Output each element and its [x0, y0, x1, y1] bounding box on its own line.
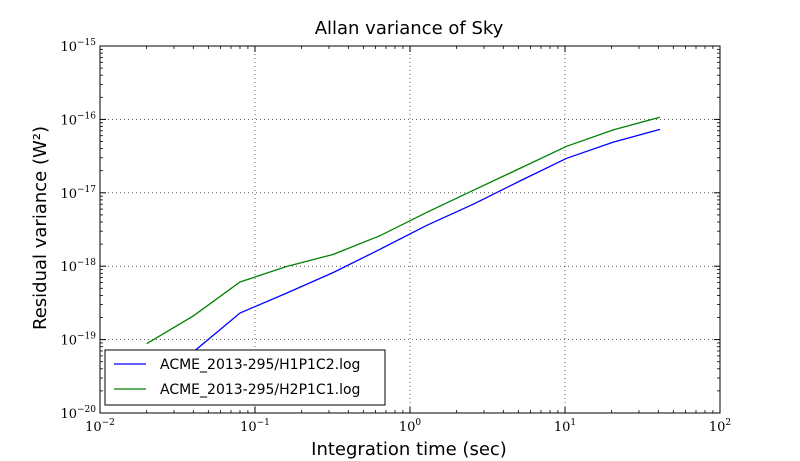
x-tick-label: 101: [554, 418, 576, 435]
y-tick-label: 10−17: [60, 185, 96, 202]
ticks: [99, 45, 721, 414]
y-tick-label: 10−20: [60, 405, 96, 422]
x-tick-label-exponent: −1: [257, 418, 270, 428]
legend-label-series-2: ACME_2013-295/H2P1C1.log: [160, 382, 360, 398]
chart-title: Allan variance of Sky: [315, 18, 504, 39]
y-tick-label-base: 10: [60, 113, 77, 128]
x-tick-label-base: 10: [85, 420, 102, 435]
y-tick-label: 10−19: [60, 332, 96, 349]
y-tick-label-base: 10: [60, 40, 77, 55]
y-tick-label-exponent: −20: [77, 405, 96, 415]
y-tick-label: 10−18: [60, 258, 96, 275]
x-tick-label: 102: [709, 418, 731, 435]
y-tick-label: 10−15: [60, 38, 96, 55]
y-axis-label: Residual variance (W²): [30, 126, 51, 330]
x-tick-label: 10−1: [240, 418, 270, 435]
x-tick-label: 100: [399, 418, 422, 435]
x-tick-label: 10−2: [85, 418, 115, 435]
legend-box: [104, 349, 386, 406]
tick-labels: 10−2 10−1 100 101 10210−2010−1910−1810−1710−…: [60, 38, 731, 435]
x-tick-label-base: 10: [240, 420, 257, 435]
y-tick-label-exponent: −19: [77, 332, 96, 342]
y-tick-label-exponent: −15: [77, 38, 96, 48]
y-tick-label-exponent: −17: [77, 185, 96, 195]
x-tick-label-base: 10: [399, 420, 416, 435]
series-line-1: [146, 128, 661, 379]
y-tick-label-base: 10: [60, 334, 77, 349]
x-axis-label: Integration time (sec): [311, 439, 507, 460]
y-tick-label-exponent: −18: [77, 258, 96, 268]
x-tick-label-exponent: 0: [415, 418, 421, 428]
y-tick-label-base: 10: [60, 407, 77, 422]
x-tick-label-base: 10: [554, 420, 571, 435]
x-tick-label-exponent: 1: [570, 418, 576, 428]
x-tick-label-base: 10: [709, 420, 726, 435]
series-line-2: [146, 116, 661, 345]
legend-label-series-1: ACME_2013-295/H1P1C2.log: [160, 357, 360, 373]
y-tick-label-exponent: −16: [77, 111, 96, 121]
legend: ACME_2013-295/H1P1C2.log ACME_2013-295/H…: [104, 349, 386, 406]
x-tick-label-exponent: −2: [102, 418, 115, 428]
y-tick-label-base: 10: [60, 260, 77, 275]
y-tick-label-base: 10: [60, 187, 77, 202]
plot-area: [146, 116, 661, 379]
x-tick-label-exponent: 2: [725, 418, 731, 428]
grid: [100, 46, 720, 413]
y-tick-label: 10−16: [60, 111, 96, 128]
